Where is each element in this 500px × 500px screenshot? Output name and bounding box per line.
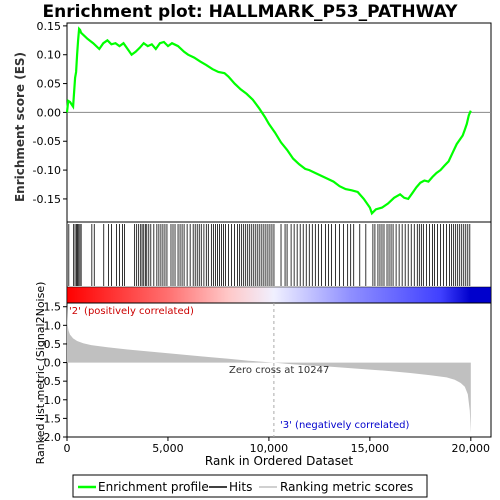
es-y-tick-label: 0.00 (37, 106, 62, 119)
chart-title: Enrichment plot: HALLMARK_P53_PATHWAY (43, 2, 459, 22)
es-y-tick-label: 0.05 (37, 78, 62, 91)
metric-y-tick-label: -2.0 (40, 431, 61, 444)
legend-enrichment-label: Enrichment profile (98, 480, 209, 494)
hits-panel (66, 221, 492, 304)
positive-correlation-label: '2' (positively correlated) (69, 306, 194, 317)
hits-rug (68, 224, 471, 286)
legend-metric-label: Ranking metric scores (280, 480, 413, 494)
metric-y-tick-label: 1.0 (44, 319, 62, 332)
metric-y-tick-label: 1.5 (44, 301, 62, 314)
metric-y-tick-label: -1.0 (40, 394, 61, 407)
metric-y-axis-label: Ranked list metric (Signal2Noise) (34, 282, 47, 465)
enrichment-profile-line (65, 26, 472, 216)
metric-y-tick-label: -1.5 (40, 412, 61, 425)
es-y-tick-label: -0.15 (33, 193, 61, 206)
x-tick-label: 10,000 (250, 442, 289, 455)
es-y-tick-label: -0.10 (33, 164, 61, 177)
enrichment-score-panel: 0.15 0.10 0.05 0.00 -0.05 -0.10 -0.15 Enrichme… (13, 20, 492, 223)
es-y-axis-ticks: 0.15 0.10 0.05 0.00 -0.05 -0.10 -0.15 (33, 20, 67, 206)
x-tick-label: 0 (64, 442, 71, 455)
zero-cross-label: Zero cross at 10247 (229, 365, 329, 376)
metric-y-tick-label: 0.0 (44, 357, 62, 370)
legend-hits-label: Hits (229, 480, 252, 494)
es-y-tick-label: 0.15 (37, 20, 62, 33)
x-tick-label: 20,000 (452, 442, 491, 455)
ranking-metric-area (67, 304, 471, 434)
x-axis-label: Rank in Ordered Dataset (205, 454, 353, 468)
x-tick-label: 15,000 (351, 442, 390, 455)
ranked-list-colorbar (66, 286, 492, 304)
metric-y-tick-label: 0.5 (44, 338, 62, 351)
es-y-tick-label: -0.05 (33, 135, 61, 148)
metric-y-axis-ticks: 1.5 1.0 0.5 0.0 -0.5 -1.0 -1.5 -2.0 (40, 301, 67, 444)
metric-y-tick-label: -0.5 (40, 375, 61, 388)
legend: Enrichment profile Hits Ranking metric s… (72, 474, 428, 498)
ranked-metric-panel: 1.5 1.0 0.5 0.0 -0.5 -1.0 -1.5 -2.0 0 5,000 10,00… (34, 282, 492, 468)
x-axis-ticks: 0 5,000 10,000 15,000 20,000 (64, 437, 491, 455)
es-plot-frame (66, 22, 492, 223)
es-y-tick-label: 0.10 (37, 49, 62, 62)
legend-box (72, 474, 428, 498)
negative-correlation-label: '3' (negatively correlated) (280, 420, 409, 431)
es-y-axis-label: Enrichment score (ES) (13, 52, 27, 202)
x-tick-label: 5,000 (152, 442, 184, 455)
